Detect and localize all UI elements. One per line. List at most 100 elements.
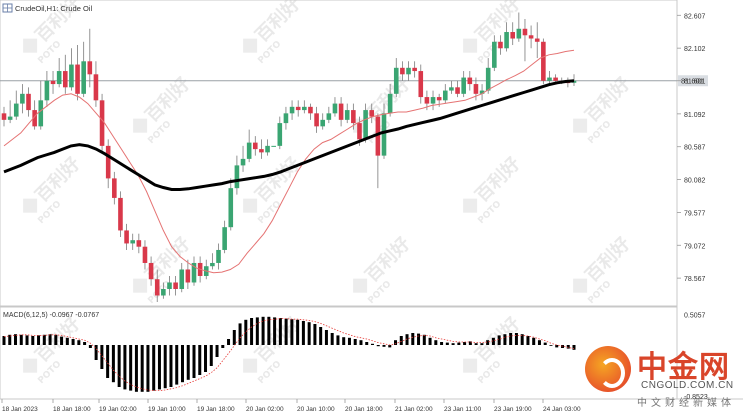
macd-bar — [468, 341, 472, 345]
candle-body — [534, 38, 540, 42]
macd-bar — [255, 317, 259, 345]
candle-body — [75, 64, 80, 94]
macd-bar — [169, 345, 173, 387]
candle-body — [118, 197, 123, 231]
svg-text:POTO: POTO — [256, 359, 283, 386]
macd-bar — [296, 319, 300, 345]
macd-bar — [106, 345, 110, 378]
macd-bar — [486, 340, 490, 345]
price-tick-label: 82.102 — [684, 46, 706, 53]
cngold-slogan: 中文财经新媒体 — [637, 398, 735, 409]
time-tick-label: 18 Jan 2023 — [2, 406, 38, 413]
candle-body — [228, 188, 234, 228]
macd-bar — [301, 321, 305, 345]
candle-body — [87, 61, 93, 75]
macd-bar — [60, 336, 64, 345]
candle-body — [99, 100, 105, 146]
ma-slow-line — [3, 79, 575, 191]
candle-body — [38, 100, 44, 127]
macd-bar — [480, 343, 484, 345]
candle-body — [553, 77, 558, 81]
macd-bar — [42, 334, 46, 345]
macd-bar — [140, 345, 144, 392]
candle-body — [498, 41, 503, 49]
last-price-label: 81.601 — [681, 77, 704, 86]
macd-bar — [157, 345, 161, 390]
macd-tick-label: -0.8523 — [684, 394, 708, 401]
candle-body — [161, 288, 166, 296]
macd-bar — [520, 334, 524, 345]
macd-bar — [411, 333, 415, 345]
time-tick-label: 23 Jan 19:00 — [494, 406, 532, 413]
macd-bar — [83, 342, 87, 345]
macd-bar — [370, 343, 374, 345]
candle-body — [50, 80, 56, 85]
time-axis: 18 Jan 2023 18 Jan 18:00 19 Jan 02:00 19 Ja… — [1, 399, 581, 413]
macd-title: MACD(6,12,5) -0.0967 -0.0767 — [3, 312, 99, 319]
time-tick-label: 24 Jan 03:00 — [543, 406, 581, 413]
macd-bar — [209, 345, 213, 366]
candle-body — [32, 110, 37, 127]
candle-body — [69, 64, 74, 88]
macd-bar — [549, 345, 553, 346]
macd-bar — [71, 339, 75, 345]
candle-body — [449, 87, 454, 91]
macd-bar — [422, 334, 426, 345]
macd-bar — [491, 337, 495, 345]
price-tick-label: 79.577 — [684, 210, 706, 217]
candle-body — [418, 71, 424, 98]
price-tick-label: 79.072 — [684, 243, 706, 250]
candle-body — [173, 282, 178, 289]
candle-body — [412, 67, 417, 72]
macd-bar — [146, 345, 150, 392]
candle-body — [44, 80, 50, 101]
time-tick-label: 18 Jan 18:00 — [53, 406, 91, 413]
macd-bar — [474, 343, 478, 345]
macd-bar — [330, 333, 334, 345]
macd-bar — [457, 342, 461, 345]
macd-bar — [204, 345, 208, 372]
time-tick-label: 19 Jan 02:00 — [99, 406, 137, 413]
candle-body — [222, 227, 227, 250]
macd-bar — [399, 336, 403, 345]
svg-text:POTO: POTO — [36, 199, 63, 226]
candle-body — [289, 106, 295, 114]
macd-bar — [129, 345, 133, 391]
macd-bar — [180, 345, 184, 383]
macd-bar — [463, 342, 467, 345]
last-price-box — [678, 75, 708, 87]
candle-body — [430, 97, 436, 104]
macd-bar — [555, 345, 559, 348]
candle-body — [240, 158, 246, 166]
macd-bar — [566, 345, 570, 349]
candle-body — [400, 67, 405, 75]
candle-body — [185, 269, 191, 283]
cngold-name: 中金网 — [637, 350, 730, 385]
macd-bar — [25, 335, 29, 345]
macd-histogram — [2, 316, 576, 392]
svg-text:POTO: POTO — [146, 119, 173, 146]
candle-body — [442, 90, 448, 101]
candle-body — [393, 67, 399, 94]
price-tick-label: 80.082 — [684, 178, 706, 185]
candle-body — [105, 145, 111, 179]
candle-body — [277, 123, 283, 146]
cngold-domain: CNGOLD.COM.CN — [641, 380, 734, 391]
macd-bar — [65, 337, 69, 345]
candle-body — [13, 103, 19, 117]
candle-body — [455, 87, 460, 94]
macd-bar — [307, 322, 311, 345]
candle-body — [112, 178, 117, 198]
candle-body — [148, 262, 154, 280]
macd-bar — [405, 334, 409, 345]
macd-bar — [152, 345, 156, 391]
chart-header: CrudeOil,H1: Crude Oil — [2, 3, 92, 13]
candle-body — [363, 110, 368, 140]
macd-bar — [14, 334, 18, 345]
